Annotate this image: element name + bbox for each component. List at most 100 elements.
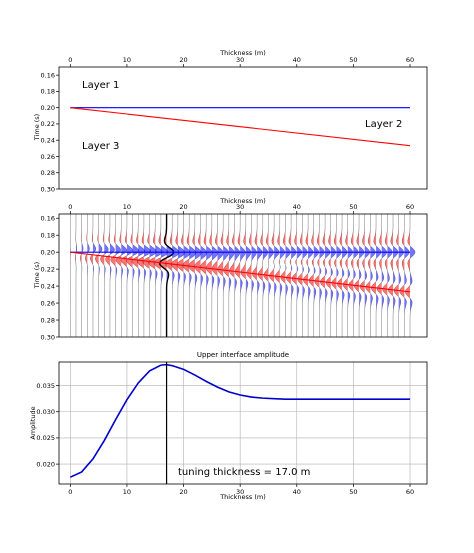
p2-ytick-label: 0.22 (41, 265, 55, 273)
p2-trace-fill-pos (325, 214, 331, 337)
p1-ytick-label: 0.20 (41, 104, 55, 112)
p2-trace-fill-pos (177, 214, 185, 337)
p2-trace-fill-pos (359, 214, 365, 337)
p2-trace (291, 214, 302, 337)
p2-trace (115, 214, 127, 337)
p2-trace-fill-pos (353, 214, 359, 337)
p2-trace (205, 214, 219, 337)
p2-trace-fill-pos (75, 214, 77, 337)
p1-ytick-label: 0.22 (41, 120, 55, 128)
p2-trace-fill-neg (257, 214, 263, 337)
p2-frame (58, 213, 428, 338)
p2-xlabel: Thickness (m) (219, 197, 266, 205)
p3-xtick-label: 30 (236, 488, 244, 496)
p2-trace-fill-pos (81, 214, 84, 337)
p2-trace (365, 214, 376, 337)
p2-trace (348, 214, 359, 337)
p2-trace-fill-neg (115, 214, 122, 337)
p2-trace (170, 214, 186, 337)
p1-xtick-label: 50 (349, 56, 357, 64)
p2-trace (314, 214, 325, 337)
p2-xtick-label: 50 (349, 203, 357, 211)
p1-frame (58, 66, 428, 190)
p2-trace (325, 214, 336, 337)
p2-trace (188, 214, 202, 337)
p2-trace (240, 214, 252, 337)
p2-trace (153, 214, 169, 337)
p2-trace (405, 214, 416, 337)
p3-ytick-label: 0.035 (36, 382, 55, 390)
p1-ytick-label: 0.30 (41, 185, 55, 193)
p2-trace (382, 214, 393, 337)
p2-trace (200, 214, 213, 337)
p2-trace-fill-neg (309, 214, 314, 337)
p2-trace-fill-pos (393, 214, 399, 337)
p2-xtick-label: 60 (406, 203, 414, 211)
p1-label-layer2: Layer 2 (365, 119, 402, 130)
p2-trace (75, 214, 77, 337)
p2-trace (359, 214, 370, 337)
p2-trace-fill-pos (398, 214, 404, 337)
p2-trace-fill-neg (223, 214, 229, 337)
p1-xtick-label: 0 (68, 56, 72, 64)
p2-trace (176, 214, 191, 337)
p2-ytick-label: 0.26 (41, 299, 55, 307)
panel-synthetic-wedge: 0 10 20 30 40 50 60 0.16 0.18 0.20 0.22 0.24 0.26 0.2… (33, 197, 428, 341)
p3-xlabel: Thickness (m) (219, 493, 266, 501)
p2-trace (371, 214, 382, 337)
p2-trace-fill-pos (342, 214, 348, 337)
p2-trace-fill-neg (337, 214, 343, 337)
p2-ytick-label: 0.30 (41, 333, 55, 341)
p2-trace (376, 214, 387, 337)
p1-xtick-label: 40 (293, 56, 301, 64)
p2-trace (165, 214, 180, 337)
p2-trace (252, 214, 263, 337)
p3-ytick-label: 0.025 (36, 434, 55, 442)
p2-trace-fill-pos (347, 214, 353, 337)
p3-xtick-label: 60 (406, 488, 414, 496)
p2-trace-fill-neg (235, 214, 241, 337)
p2-trace-fill-neg (320, 214, 326, 337)
p2-trace-fill-pos (104, 214, 109, 337)
p2-trace (308, 214, 319, 337)
p2-trace (121, 214, 134, 337)
p3-ytick-label: 0.020 (36, 460, 55, 468)
p2-trace-fill-neg (405, 214, 411, 337)
p2-ytick-label: 0.20 (41, 248, 55, 256)
p2-trace-fill-pos (410, 214, 416, 337)
p2-trace (126, 214, 140, 337)
p2-trace (211, 214, 224, 337)
p2-ytick-label: 0.16 (41, 215, 55, 223)
p2-trace (194, 214, 208, 337)
p2-ylabel: Time (s) (33, 262, 41, 289)
p1-xtick-label: 10 (123, 56, 131, 64)
p2-trace (286, 214, 297, 337)
p2-trace-fill-neg (342, 214, 348, 337)
p2-trace (105, 214, 115, 337)
p2-trace-fill-pos (313, 214, 319, 337)
p1-xtick-label: 30 (236, 56, 244, 64)
p2-trace (229, 214, 241, 337)
p2-xtick-label: 10 (123, 203, 131, 211)
p2-trace-fill-neg (292, 214, 297, 337)
p2-trace (100, 214, 109, 337)
p2-trace (320, 214, 331, 337)
p2-trace-fill-pos (189, 214, 196, 337)
p2-trace-fill-pos (364, 214, 370, 337)
p2-trace (110, 214, 121, 337)
p2-trace-fill-pos (370, 214, 376, 337)
p2-xtick-label: 40 (293, 203, 301, 211)
p2-trace-fill-neg (240, 214, 246, 337)
p2-xtick-label: 0 (68, 203, 72, 211)
p3-ylabel: Amplitude (29, 406, 37, 439)
p2-xtick-label: 30 (236, 203, 244, 211)
p1-xlabel: Thickness (m) (219, 49, 266, 57)
p3-xtick-label: 20 (179, 488, 187, 496)
p2-trace-fill-neg (286, 214, 292, 337)
p3-xtick-label: 0 (68, 488, 72, 496)
p2-trace (280, 214, 291, 337)
p2-trace-fill-pos (115, 214, 121, 337)
p2-trace-fill-neg (100, 214, 105, 337)
p2-trace (342, 214, 353, 337)
